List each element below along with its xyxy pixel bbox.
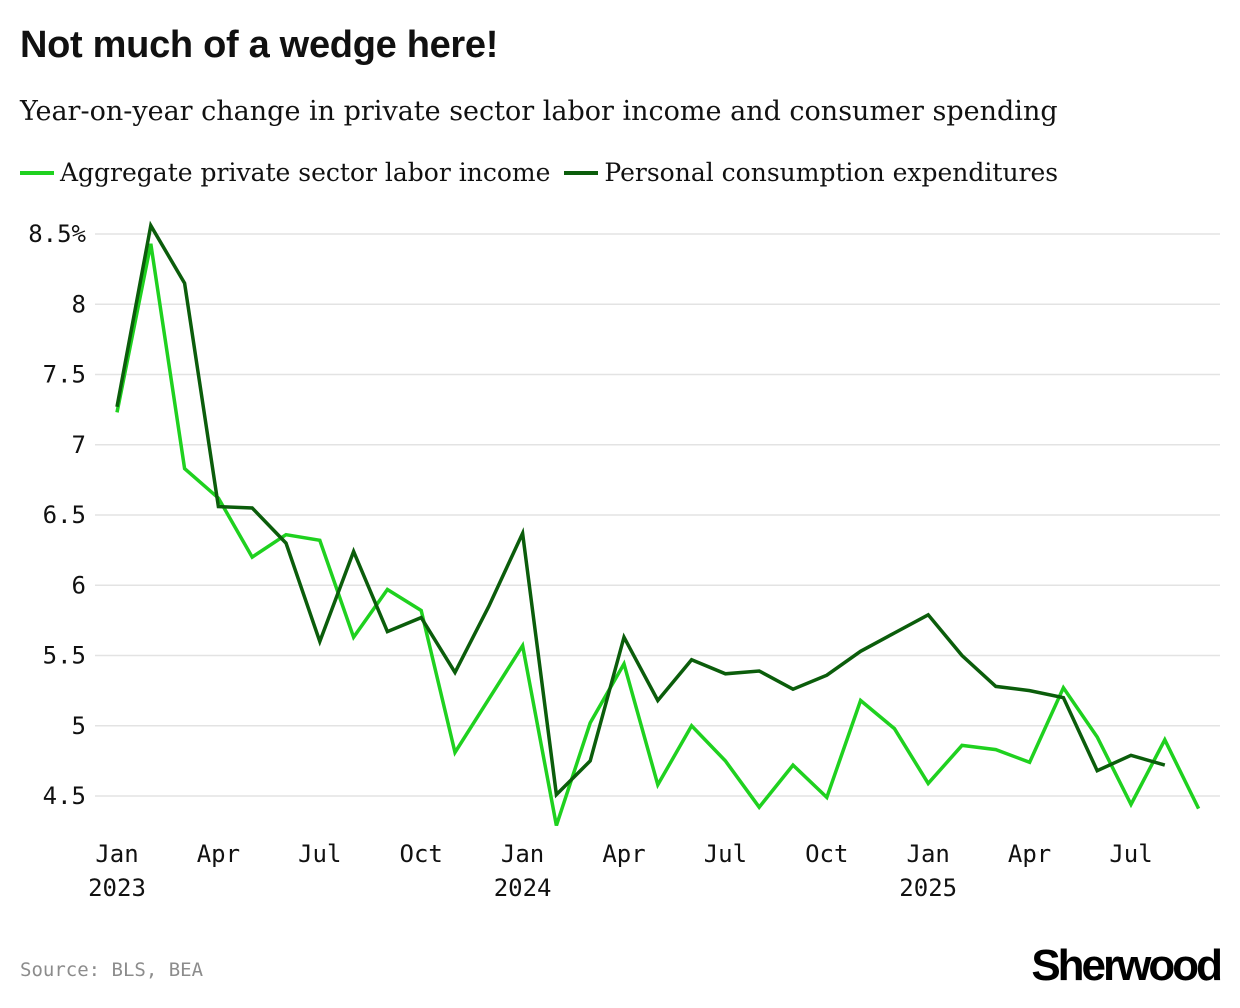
y-tick-label: 7 (72, 431, 86, 459)
x-tick-label: Jul (1109, 840, 1152, 868)
y-tick-label: 8.5% (28, 220, 86, 248)
x-tick-label: Oct (805, 840, 848, 868)
legend-swatch-consumption (564, 170, 599, 175)
legend: Aggregate private sector labor income Pe… (20, 158, 1072, 187)
series-line-consumption (115, 220, 1166, 799)
legend-swatch-labor-income (20, 170, 54, 175)
chart-subtitle: Year-on-year change in private sector la… (20, 96, 1058, 127)
series-line-labor-income (115, 243, 1201, 827)
series-lines (115, 220, 1201, 827)
x-tick-label: Apr (197, 840, 240, 868)
x-tick-year-label: 2025 (899, 874, 957, 902)
y-axis-ticks: 8.5% 8 7.5 7 6.5 6 5.5 5 4.5 (28, 220, 86, 810)
sherwood-logo: Sherwood (1031, 941, 1223, 990)
source-note: Source: BLS, BEA (20, 959, 204, 981)
y-tick-label: 6.5 (43, 501, 86, 529)
chart-title: Not much of a wedge here! (20, 24, 499, 66)
x-tick-label: Apr (1008, 840, 1051, 868)
y-tick-label: 6 (72, 571, 86, 599)
y-tick-label: 5 (72, 712, 86, 740)
x-tick-label: Oct (400, 840, 443, 868)
legend-label-labor-income: Aggregate private sector labor income (60, 158, 551, 187)
x-tick-year-label: 2023 (88, 874, 146, 902)
y-tick-label: 7.5 (43, 361, 86, 389)
x-tick-label: Jul (704, 840, 747, 868)
x-tick-label: Jan (907, 840, 950, 868)
grid-lines (95, 233, 1220, 797)
x-tick-label: Apr (602, 840, 645, 868)
legend-label-consumption: Personal consumption expenditures (604, 158, 1059, 187)
x-axis-ticks: Jan 2023 Apr Jul Oct Jan 2024 Apr Jul Oct Jan 2025 A… (88, 840, 1153, 902)
legend-item-consumption: Personal consumption expenditures (564, 158, 1058, 187)
y-tick-label: 4.5 (43, 782, 86, 810)
legend-item-labor-income: Aggregate private sector labor income (20, 158, 550, 187)
x-tick-label: Jan (95, 840, 138, 868)
y-tick-label: 8 (72, 290, 86, 318)
x-tick-label: Jan (501, 840, 544, 868)
x-tick-year-label: 2024 (494, 874, 552, 902)
x-tick-label: Jul (298, 840, 341, 868)
y-tick-label: 5.5 (43, 642, 86, 670)
